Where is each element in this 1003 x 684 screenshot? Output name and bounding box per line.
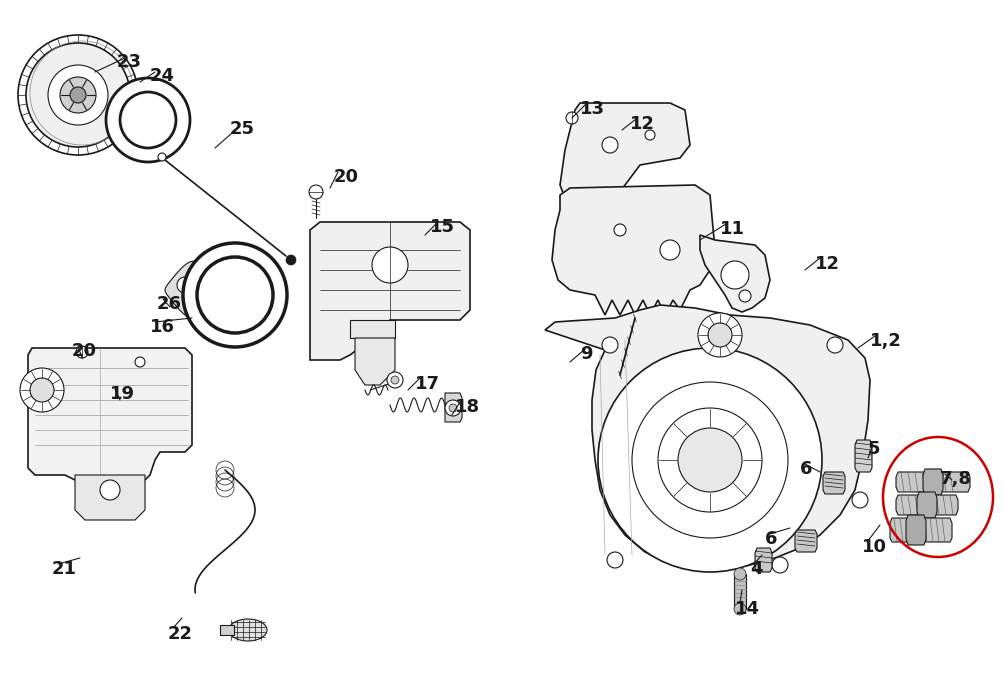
Circle shape [134,357,144,367]
Circle shape [644,130,654,140]
Polygon shape [444,393,461,422]
Circle shape [20,368,64,412]
Circle shape [614,224,626,236]
Text: 13: 13 [580,100,605,118]
Circle shape [48,65,108,125]
Circle shape [826,337,843,353]
Circle shape [598,348,821,572]
Polygon shape [355,338,394,385]
Circle shape [657,408,761,512]
Polygon shape [699,235,769,312]
Circle shape [26,43,129,147]
Polygon shape [28,348,192,480]
Text: 7,8: 7,8 [939,470,971,488]
Circle shape [733,568,745,580]
Text: 19: 19 [110,385,134,403]
Polygon shape [794,530,816,552]
Polygon shape [75,475,144,520]
Text: 26: 26 [156,295,182,313]
Text: 4: 4 [749,560,761,578]
Circle shape [286,255,296,265]
Circle shape [60,77,96,113]
Polygon shape [164,261,205,319]
Circle shape [771,557,787,573]
Circle shape [183,243,287,347]
Circle shape [390,376,398,384]
Text: 20: 20 [334,168,359,186]
Text: 6: 6 [799,460,811,478]
Text: 11: 11 [719,220,744,238]
Text: 17: 17 [414,375,439,393]
Text: 16: 16 [149,318,175,336]
Circle shape [372,247,407,283]
Text: 5: 5 [868,440,880,458]
Text: 15: 15 [429,218,454,236]
Polygon shape [922,469,942,495]
Circle shape [852,492,868,508]
Text: 25: 25 [230,120,255,138]
Polygon shape [545,305,870,570]
Circle shape [707,323,731,347]
Circle shape [697,313,741,357]
Polygon shape [889,518,951,542]
Text: 12: 12 [814,255,840,273]
Polygon shape [822,472,845,494]
Circle shape [448,404,456,412]
Circle shape [100,480,120,500]
Text: 21: 21 [52,560,77,578]
FancyBboxPatch shape [220,625,234,635]
Polygon shape [560,103,689,205]
Text: 24: 24 [149,67,175,85]
Text: 6: 6 [764,530,776,548]
Text: 10: 10 [862,538,886,556]
Text: 1,2: 1,2 [870,332,901,350]
FancyBboxPatch shape [350,320,394,338]
Circle shape [444,400,460,416]
Circle shape [733,603,745,615]
Circle shape [177,277,193,293]
Circle shape [309,185,323,199]
Text: 9: 9 [580,345,592,363]
Text: 22: 22 [168,625,193,643]
Polygon shape [754,548,771,572]
Text: 23: 23 [117,53,141,71]
Circle shape [70,87,86,103]
Circle shape [659,240,679,260]
Text: 12: 12 [629,115,654,133]
Circle shape [386,372,402,388]
Circle shape [738,290,750,302]
Circle shape [720,261,748,289]
Circle shape [566,112,578,124]
Circle shape [677,428,741,492]
Polygon shape [905,515,925,545]
Circle shape [602,337,618,353]
Polygon shape [310,222,469,360]
Circle shape [30,378,54,402]
Text: 18: 18 [454,398,479,416]
FancyBboxPatch shape [733,574,745,609]
Circle shape [76,346,88,358]
Polygon shape [895,472,969,492]
Polygon shape [895,495,957,515]
Circle shape [106,78,190,162]
Polygon shape [916,492,936,518]
Circle shape [607,552,623,568]
Circle shape [157,153,165,161]
Circle shape [602,137,618,153]
Text: 20: 20 [72,342,97,360]
Polygon shape [855,440,872,472]
Polygon shape [552,185,714,315]
Text: 14: 14 [734,600,759,618]
Ellipse shape [229,619,267,641]
